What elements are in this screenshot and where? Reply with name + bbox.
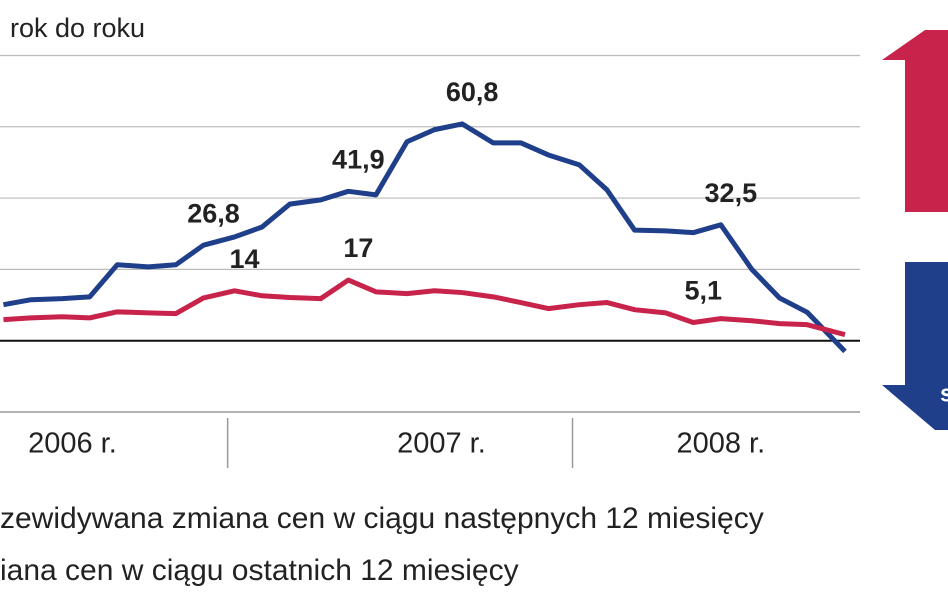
legend-label: iana cen w ciągu ostatnich 12 miesięcy bbox=[0, 554, 519, 587]
up-arrow bbox=[882, 30, 948, 212]
legend-label: zewidywana zmiana cen w ciągu następnych… bbox=[0, 502, 764, 535]
data-label: 26,8 bbox=[187, 198, 240, 228]
data-label: 14 bbox=[230, 244, 260, 274]
line bbox=[3, 277, 846, 338]
line bbox=[3, 121, 847, 354]
x-tick-label: 2006 r. bbox=[28, 428, 117, 460]
annotation: s bbox=[940, 380, 948, 407]
chart-subtitle: rok do roku bbox=[10, 13, 145, 43]
data-label: 41,9 bbox=[332, 144, 385, 174]
x-tick-label: 2007 r. bbox=[397, 428, 486, 460]
down-arrow bbox=[882, 262, 948, 430]
data-label: 5,1 bbox=[684, 276, 722, 306]
x-tick-label: 2008 r. bbox=[676, 428, 765, 460]
data-label: 17 bbox=[343, 233, 373, 263]
data-label: 32,5 bbox=[705, 178, 758, 208]
data-label: 60,8 bbox=[446, 77, 499, 107]
